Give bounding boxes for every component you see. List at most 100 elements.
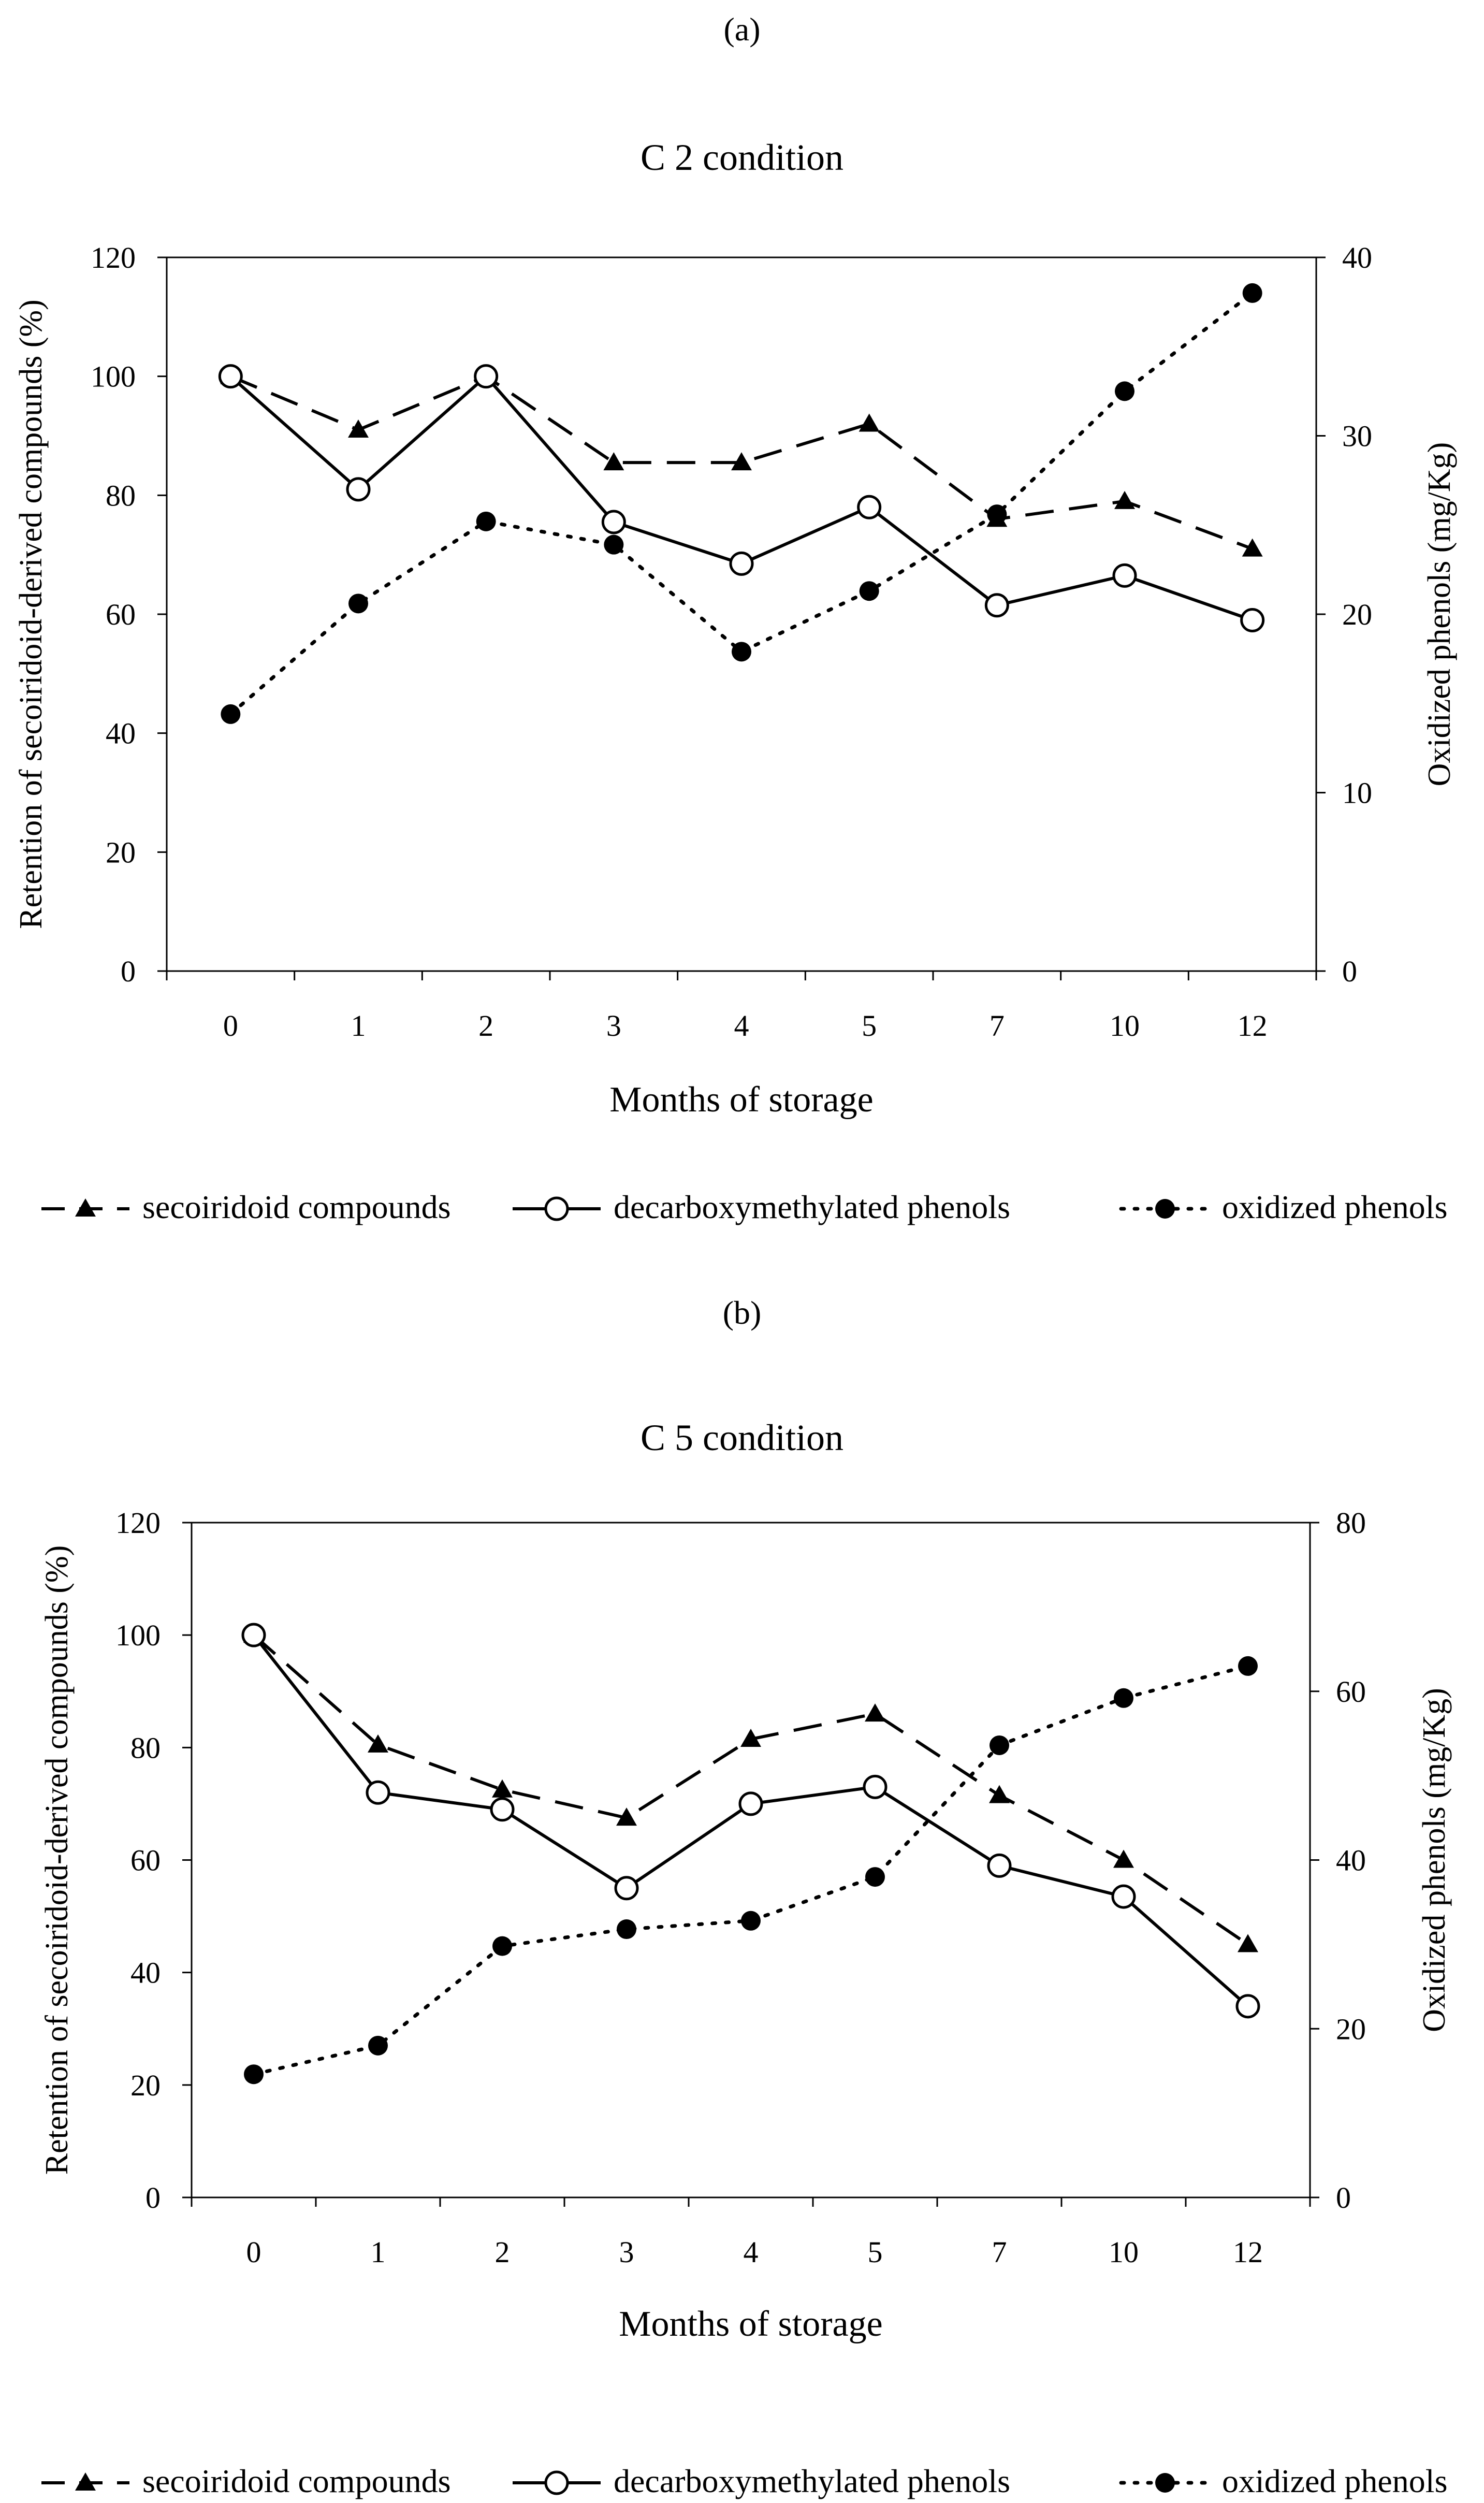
y-left-tick-label: 60 bbox=[130, 1844, 161, 1877]
plot-frame bbox=[166, 256, 1317, 972]
panel-label: (a) bbox=[723, 11, 760, 48]
y-right-axis-label: Oxidized phenols (mg/Kg) bbox=[1422, 442, 1457, 787]
x-tick-label: 5 bbox=[862, 1009, 877, 1043]
y-left-tick-label: 100 bbox=[115, 1618, 161, 1652]
chart-panel-b: (b)C 5 condition020406080100120020406080… bbox=[39, 1294, 1452, 2499]
series-1-point bbox=[1111, 1884, 1136, 1909]
x-tick-label: 0 bbox=[223, 1009, 238, 1043]
y-right-tick-label: 40 bbox=[1342, 241, 1372, 274]
series-2-point bbox=[244, 2064, 264, 2085]
series-0-point bbox=[865, 1703, 885, 1722]
x-tick-label: 2 bbox=[495, 2235, 510, 2269]
y-right-tick-label: 10 bbox=[1342, 776, 1372, 810]
series-1-point bbox=[738, 1791, 763, 1816]
chart-panel-a: (a)C 2 condition020406080100120010203040… bbox=[13, 11, 1457, 1225]
series-1-point bbox=[241, 1623, 266, 1647]
series-2-point bbox=[604, 534, 624, 555]
series-0-point bbox=[348, 419, 369, 438]
legend-marker-2 bbox=[1155, 1199, 1175, 1219]
series-2-point bbox=[987, 504, 1007, 525]
series-0-point bbox=[859, 413, 880, 432]
series-0-point bbox=[616, 1807, 637, 1826]
legend-marker-0 bbox=[75, 2472, 96, 2491]
series-0-point bbox=[603, 452, 624, 471]
x-tick-label: 12 bbox=[1233, 2235, 1263, 2269]
series-2-point bbox=[221, 704, 241, 724]
series-0-point bbox=[1242, 538, 1263, 557]
legend-label-1: decarboxymethylated phenols bbox=[614, 1189, 1010, 1225]
y-left-tick-label: 100 bbox=[91, 360, 136, 394]
series-1-point bbox=[863, 1774, 888, 1799]
x-tick-label: 3 bbox=[606, 1009, 621, 1043]
x-tick-label: 1 bbox=[371, 2235, 386, 2269]
y-right-axis-label: Oxidized phenols (mg/Kg) bbox=[1417, 1688, 1452, 2032]
y-right-tick-label: 30 bbox=[1342, 419, 1372, 453]
chart-title: C 2 condition bbox=[641, 137, 843, 178]
legend-label-0: secoiridoid compounds bbox=[142, 1189, 450, 1225]
legend-label-2: oxidized phenols bbox=[1222, 2463, 1447, 2499]
series-2-point bbox=[476, 511, 496, 531]
series-1-point bbox=[984, 593, 1009, 618]
series-1-point bbox=[987, 1853, 1012, 1878]
x-axis-label: Months of storage bbox=[619, 2304, 882, 2344]
y-left-tick-label: 80 bbox=[130, 1731, 161, 1764]
series-0-point bbox=[989, 1785, 1010, 1803]
y-left-tick-label: 80 bbox=[106, 479, 136, 512]
series-1-point bbox=[857, 495, 882, 519]
series-1-point bbox=[346, 477, 371, 502]
y-right-tick-label: 0 bbox=[1336, 2181, 1351, 2215]
chart-title: C 5 condition bbox=[641, 1417, 843, 1458]
series-2-point bbox=[741, 1911, 761, 1931]
series-2-point bbox=[1114, 1688, 1133, 1708]
series-2-point bbox=[492, 1936, 512, 1956]
series-1-point bbox=[1240, 607, 1265, 632]
series-2-point bbox=[617, 1919, 636, 1940]
y-right-tick-label: 20 bbox=[1342, 598, 1372, 631]
x-tick-label: 10 bbox=[1109, 2235, 1139, 2269]
x-tick-label: 7 bbox=[990, 1009, 1005, 1043]
y-right-tick-label: 20 bbox=[1336, 2012, 1366, 2046]
series-line-1 bbox=[252, 1634, 1249, 2008]
x-tick-label: 2 bbox=[478, 1009, 493, 1043]
y-left-tick-label: 40 bbox=[106, 717, 136, 750]
x-tick-label: 5 bbox=[868, 2235, 883, 2269]
series-line-1 bbox=[229, 374, 1253, 622]
series-0-point bbox=[492, 1779, 513, 1798]
series-1-point bbox=[1112, 563, 1137, 588]
x-tick-label: 10 bbox=[1110, 1009, 1140, 1043]
series-1-point bbox=[474, 364, 499, 389]
series-line-0 bbox=[230, 374, 1253, 551]
y-left-tick-label: 20 bbox=[106, 835, 136, 869]
series-0-point bbox=[1113, 1849, 1134, 1868]
x-tick-label: 4 bbox=[734, 1009, 749, 1043]
series-0-point bbox=[368, 1734, 388, 1753]
legend-marker-0 bbox=[75, 1198, 96, 1217]
series-1-point bbox=[1235, 1994, 1260, 2019]
y-left-axis-label: Retention of secoiridoid-derived compoun… bbox=[13, 299, 49, 929]
x-tick-label: 7 bbox=[992, 2235, 1007, 2269]
legend-label-2: oxidized phenols bbox=[1222, 1189, 1447, 1225]
legend-marker-1 bbox=[544, 2470, 569, 2495]
legend-marker-1 bbox=[544, 1196, 569, 1221]
y-left-tick-label: 120 bbox=[91, 241, 136, 274]
y-left-tick-label: 120 bbox=[115, 1506, 161, 1540]
series-0-point bbox=[740, 1729, 761, 1747]
series-2-point bbox=[348, 594, 368, 614]
series-line-2 bbox=[252, 1664, 1250, 2076]
x-tick-label: 12 bbox=[1238, 1009, 1268, 1043]
y-left-tick-label: 40 bbox=[130, 1956, 161, 1990]
panel-label: (b) bbox=[723, 1294, 762, 1331]
y-right-tick-label: 0 bbox=[1342, 954, 1357, 988]
series-line-0 bbox=[253, 1633, 1249, 1946]
y-right-tick-label: 40 bbox=[1336, 1844, 1366, 1877]
y-left-tick-label: 0 bbox=[121, 954, 136, 988]
x-tick-label: 0 bbox=[246, 2235, 261, 2269]
legend-label-1: decarboxymethylated phenols bbox=[614, 2463, 1010, 2499]
y-right-tick-label: 80 bbox=[1336, 1506, 1366, 1540]
x-tick-label: 3 bbox=[619, 2235, 634, 2269]
series-2-point bbox=[859, 581, 879, 601]
y-left-tick-label: 20 bbox=[130, 2068, 161, 2102]
series-0-point bbox=[1238, 1934, 1258, 1952]
legend-label-0: secoiridoid compounds bbox=[142, 2463, 450, 2499]
